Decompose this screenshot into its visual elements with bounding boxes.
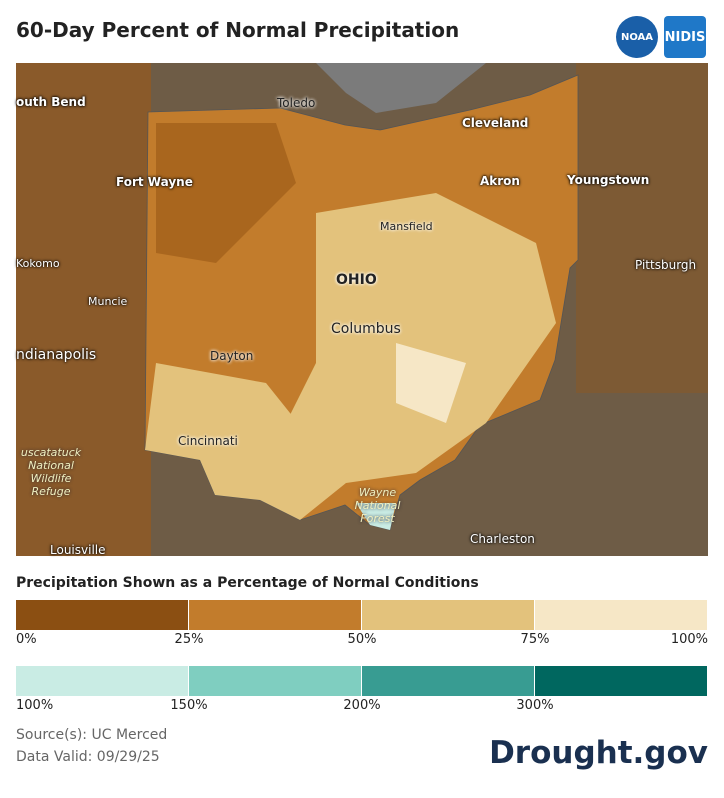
ohio-zone bbox=[396, 343, 466, 423]
map-label: Youngstown bbox=[567, 173, 650, 187]
pennsylvania bbox=[576, 63, 708, 393]
map-label: Cincinnati bbox=[178, 434, 238, 448]
map-label: Pittsburgh bbox=[635, 258, 697, 272]
legend-label: 50% bbox=[347, 632, 377, 647]
map-label: Fort Wayne bbox=[116, 175, 193, 189]
map-label: Muncie bbox=[88, 295, 128, 308]
legend-swatch bbox=[362, 600, 534, 630]
map-label: ndianapolis bbox=[16, 347, 97, 363]
nidis-logo: NIDIS bbox=[664, 16, 706, 58]
legend-label: 25% bbox=[174, 632, 204, 647]
brand: Drought.gov bbox=[489, 735, 708, 771]
map-label: outh Bend bbox=[16, 95, 86, 109]
legend-title: Precipitation Shown as a Percentage of N… bbox=[16, 575, 479, 591]
title: 60-Day Percent of Normal Precipitation bbox=[16, 18, 460, 42]
map-label: Cleveland bbox=[462, 116, 529, 130]
map-label: Dayton bbox=[210, 349, 254, 363]
indiana bbox=[16, 63, 151, 556]
legend-swatch bbox=[189, 666, 361, 696]
map-label: Kokomo bbox=[16, 257, 60, 270]
legend-swatch bbox=[16, 600, 188, 630]
legend-label: 0% bbox=[16, 632, 37, 647]
ohio-zone bbox=[356, 503, 396, 530]
legend-label: 100% bbox=[670, 632, 708, 647]
map-label: OHIO bbox=[336, 272, 377, 288]
legend-swatch bbox=[189, 600, 361, 630]
map-label: uscatatuck National Wildlife Refuge bbox=[20, 446, 82, 498]
legend-label: 100% bbox=[16, 698, 54, 713]
lake-erie bbox=[316, 63, 486, 113]
noaa-logo: NOAA bbox=[616, 16, 658, 58]
source: Source(s): UC Merced bbox=[16, 727, 168, 743]
legend-swatch bbox=[535, 666, 707, 696]
map-label: Akron bbox=[480, 174, 520, 188]
legend-swatch bbox=[362, 666, 534, 696]
legend-label: 300% bbox=[516, 698, 554, 713]
legend-label: 150% bbox=[170, 698, 208, 713]
map-label: Toledo bbox=[277, 96, 316, 110]
data-valid: Data Valid: 09/29/25 bbox=[16, 749, 160, 765]
map-label: Mansfield bbox=[380, 220, 433, 233]
legend-label: 200% bbox=[343, 698, 381, 713]
legend-swatch bbox=[16, 666, 188, 696]
legend-swatch bbox=[535, 600, 707, 630]
ohio-zone bbox=[266, 193, 556, 483]
legend-label: 75% bbox=[520, 632, 550, 647]
ohio-zone bbox=[156, 123, 296, 263]
map-label: Wayne National Forest bbox=[354, 486, 401, 525]
ohio-zone bbox=[145, 363, 346, 520]
map-label: Louisville bbox=[50, 543, 106, 557]
map bbox=[16, 63, 708, 556]
map-label: Columbus bbox=[331, 321, 401, 337]
map-label: Charleston bbox=[470, 532, 535, 546]
